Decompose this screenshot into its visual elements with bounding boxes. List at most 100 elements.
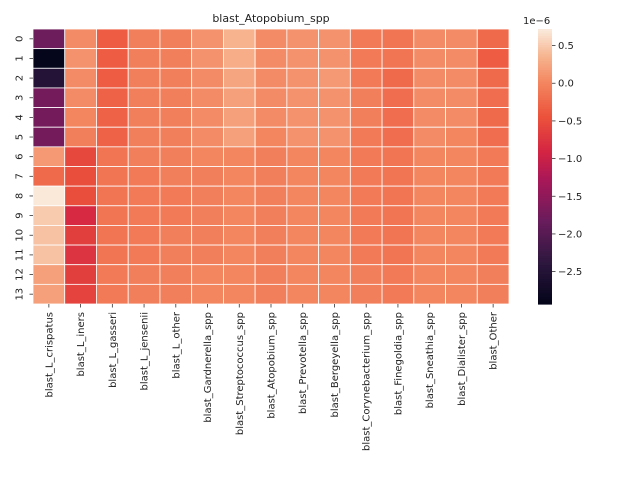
colorbar-segment [538, 214, 552, 218]
y-tick-label: 11 [15, 249, 26, 262]
heatmap-cell [476, 67, 510, 89]
colorbar-segment [538, 187, 552, 191]
heatmap-cell [318, 205, 351, 226]
heatmap-cell [96, 166, 129, 187]
colorbar-segment [538, 51, 552, 55]
heatmap-cell [286, 28, 320, 50]
colorbar-segment [538, 61, 552, 64]
colorbar-segment [538, 205, 552, 209]
heatmap-cell [96, 67, 129, 89]
heatmap-cell [159, 107, 193, 128]
heatmap-cell [222, 283, 256, 305]
heatmap-cell [254, 126, 288, 148]
heatmap-cell [286, 205, 320, 226]
colorbar-segment [538, 271, 552, 275]
colorbar-segment [538, 173, 552, 177]
colorbar-segment [538, 116, 552, 119]
heatmap-cell [64, 87, 97, 108]
x-tick-label: blast_Prevotella_spp [298, 312, 309, 414]
colorbar-segment [538, 166, 552, 170]
colorbar-segment [538, 184, 552, 188]
colorbar-segment [538, 260, 552, 264]
colorbar-segment [538, 235, 552, 239]
heatmap-cell [286, 48, 320, 69]
heatmap-cell [159, 28, 193, 50]
heatmap-cell [32, 166, 66, 187]
colorbar-segment [538, 35, 552, 39]
colorbar-segment [538, 143, 552, 147]
heatmap-cell [286, 126, 320, 148]
colorbar-segment [538, 79, 552, 83]
colorbar-segment [538, 242, 552, 246]
heatmap-cell [445, 87, 478, 108]
colorbar-segment [538, 139, 552, 142]
heatmap-cell [476, 264, 510, 285]
heatmap-cell [381, 87, 415, 108]
colorbar-segment [538, 182, 552, 186]
colorbar-segment [538, 95, 552, 99]
y-tick-label: 7 [15, 173, 26, 179]
colorbar-segment [538, 267, 552, 271]
heatmap-cell [64, 185, 97, 207]
colorbar-segment [538, 207, 552, 211]
colorbar-segment [538, 228, 552, 232]
colorbar-segment [538, 77, 552, 81]
heatmap-cell [413, 146, 446, 167]
heatmap-cell [318, 244, 351, 266]
colorbar-segment [538, 81, 552, 85]
heatmap-cell [286, 67, 320, 89]
colorbar-segment [538, 74, 552, 78]
colorbar-segment [538, 177, 552, 181]
heatmap-cell [222, 166, 256, 187]
heatmap-cell [476, 185, 510, 207]
heatmap-cell [318, 146, 351, 167]
heatmap-cell [286, 264, 320, 285]
heatmap-cell [381, 126, 415, 148]
heatmap-cell [32, 283, 66, 305]
colorbar-segment [538, 294, 552, 298]
colorbar-segment [538, 226, 552, 229]
heatmap-cell [159, 48, 193, 69]
heatmap-cell [64, 205, 97, 226]
heatmap-cell [222, 264, 256, 285]
heatmap-cell [191, 126, 224, 148]
colorbar-segment [538, 100, 552, 103]
colorbar-segment [538, 150, 552, 154]
colorbar-segment [538, 276, 552, 280]
colorbar-segment [538, 113, 552, 117]
heatmap-cell [349, 28, 383, 50]
heatmap-cell [127, 264, 161, 285]
heatmap-cell [191, 67, 224, 89]
heatmap-cell [191, 225, 224, 246]
heatmap-cell [413, 283, 446, 305]
heatmap-cell [381, 146, 415, 167]
colorbar-segment [538, 90, 552, 94]
colorbar-segment [538, 278, 552, 282]
heatmap-cell [222, 225, 256, 246]
heatmap-cell [381, 48, 415, 69]
heatmap-cell [318, 107, 351, 128]
heatmap-cell [159, 146, 193, 167]
heatmap-cell [64, 48, 97, 69]
heatmap-cell [254, 225, 288, 246]
heatmap-cell [96, 48, 129, 69]
colorbar-segment [538, 265, 552, 268]
heatmap-cell [32, 87, 66, 108]
heatmap-cell [32, 126, 66, 148]
colorbar-segment [538, 84, 552, 87]
colorbar-tick-label: −2.0 [558, 229, 582, 240]
colorbar-tick-label: −1.5 [558, 192, 582, 203]
colorbar-segment [538, 297, 552, 301]
heatmap-cell [127, 107, 161, 128]
heatmap-cell [159, 166, 193, 187]
colorbar-segment [538, 281, 552, 284]
colorbar-segment [538, 129, 552, 133]
heatmap-cell [286, 166, 320, 187]
heatmap-cell [476, 166, 510, 187]
heatmap-cell [191, 87, 224, 108]
colorbar-segment [538, 246, 552, 250]
heatmap-cell [413, 107, 446, 128]
colorbar-segment [538, 33, 552, 37]
heatmap-cell [413, 244, 446, 266]
